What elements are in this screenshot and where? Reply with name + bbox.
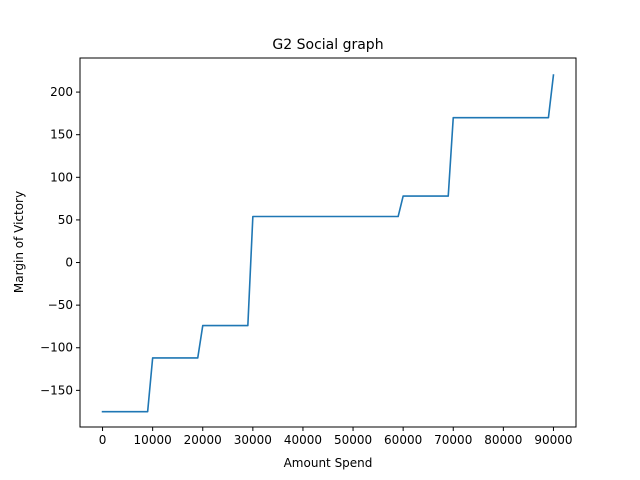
x-axis-label: Amount Spend [284,456,373,470]
y-tick-label: 150 [50,128,73,142]
tick-layer: 0 10000 20000 30000 40000 50000 60000 70000 8000… [40,85,573,447]
y-tick-label: 200 [50,85,73,99]
x-tick-label: 10000 [134,433,172,447]
series-line [101,74,555,413]
y-axis-label: Margin of Victory [12,191,26,293]
y-tick-label: 0 [65,256,73,270]
x-tick-label: 80000 [484,433,522,447]
chart-title: G2 Social graph [272,37,383,53]
y-tick-label: −150 [40,383,73,397]
y-tick-label: −50 [48,298,73,312]
plot-area [80,58,576,427]
x-tick-label: 40000 [284,433,322,447]
x-tick-label: 90000 [534,433,572,447]
x-tick-label: 70000 [434,433,472,447]
x-tick-label: 60000 [384,433,422,447]
y-tick-label: −100 [40,341,73,355]
x-tick-label: 50000 [334,433,372,447]
x-tick-label: 20000 [184,433,222,447]
y-tick-label: 50 [58,213,73,227]
plot-frame [79,57,577,428]
x-tick-label: 0 [99,433,107,447]
y-tick-label: 100 [50,170,73,184]
x-tick-label: 30000 [234,433,272,447]
series-layer [101,74,555,413]
